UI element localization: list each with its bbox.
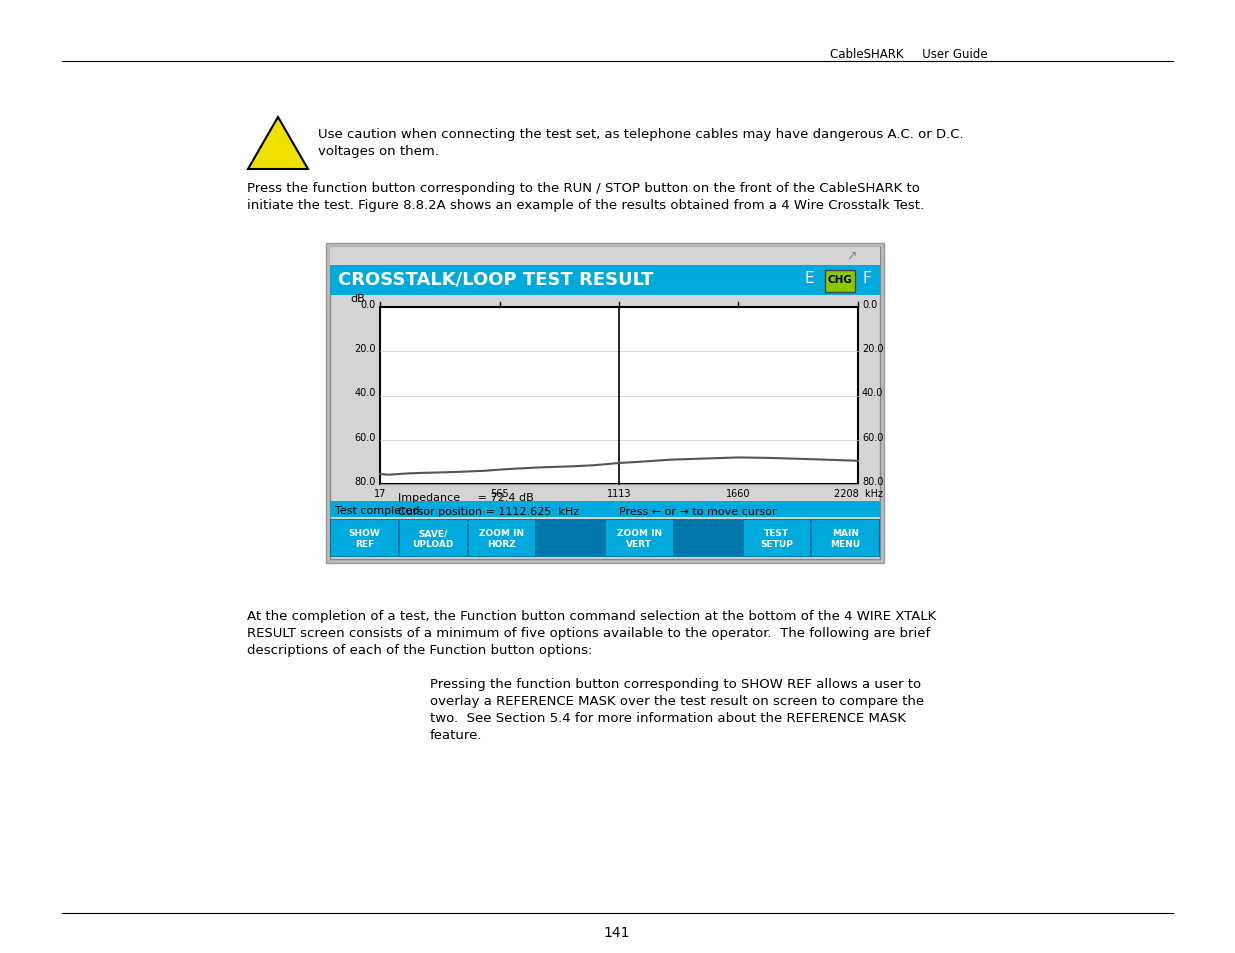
Text: initiate the test. Figure 8.8.2A shows an example of the results obtained from a: initiate the test. Figure 8.8.2A shows a… (247, 199, 924, 212)
Bar (330, 248, 881, 266)
Text: 60.0: 60.0 (862, 433, 883, 442)
Text: 17: 17 (374, 489, 387, 498)
Text: Cursor position = 1112.625  kHz: Cursor position = 1112.625 kHz (398, 506, 579, 517)
Bar (813, 520, 879, 557)
Text: CHG: CHG (827, 274, 852, 285)
Text: 141: 141 (604, 925, 630, 939)
Text: !: ! (274, 125, 283, 143)
Text: 2208  kHz: 2208 kHz (834, 489, 883, 498)
Bar (380, 308, 858, 484)
Bar (326, 244, 884, 563)
Text: 80.0: 80.0 (862, 476, 883, 486)
Text: ↗: ↗ (847, 250, 857, 263)
Text: 40.0: 40.0 (862, 388, 883, 398)
Text: 0.0: 0.0 (862, 299, 877, 310)
Text: At the completion of a test, the Function button command selection at the bottom: At the completion of a test, the Functio… (247, 609, 936, 622)
Text: dB: dB (350, 294, 364, 304)
Text: Pressing the function button corresponding to SHOW REF allows a user to: Pressing the function button correspondi… (430, 678, 921, 690)
Text: two.  See Section 5.4 for more information about the REFERENCE MASK: two. See Section 5.4 for more informatio… (430, 711, 906, 724)
Bar (330, 501, 881, 517)
Bar (468, 520, 535, 557)
Bar (400, 520, 467, 557)
Text: feature.: feature. (430, 728, 483, 741)
Text: SAVE/
UPLOAD: SAVE/ UPLOAD (412, 529, 453, 548)
Bar (330, 266, 881, 295)
Bar (331, 520, 398, 557)
Text: 80.0: 80.0 (354, 476, 375, 486)
Text: CableSHARK     User Guide: CableSHARK User Guide (830, 48, 988, 61)
Bar (743, 520, 810, 557)
Text: Impedance     = 72.4 dB: Impedance = 72.4 dB (398, 493, 534, 502)
Text: TEST
SETUP: TEST SETUP (761, 529, 793, 548)
Text: 20.0: 20.0 (862, 344, 883, 354)
Bar (606, 520, 673, 557)
Bar (330, 519, 881, 558)
Text: SHOW
REF: SHOW REF (348, 529, 380, 548)
Text: Press ← or → to move cursor: Press ← or → to move cursor (619, 506, 777, 517)
Polygon shape (248, 118, 308, 170)
Text: Test completed.: Test completed. (335, 505, 424, 516)
Text: RESULT screen consists of a minimum of five options available to the operator.  : RESULT screen consists of a minimum of f… (247, 626, 930, 639)
Text: ZOOM IN
HORZ: ZOOM IN HORZ (479, 529, 525, 548)
Text: 60.0: 60.0 (354, 433, 375, 442)
Text: Press the function button corresponding to the RUN / STOP button on the front of: Press the function button corresponding … (247, 182, 920, 194)
Text: descriptions of each of the Function button options:: descriptions of each of the Function but… (247, 643, 593, 657)
Text: ZOOM IN
VERT: ZOOM IN VERT (616, 529, 662, 548)
Text: CROSSTALK/LOOP TEST RESULT: CROSSTALK/LOOP TEST RESULT (338, 271, 653, 289)
Text: 40.0: 40.0 (354, 388, 375, 398)
Text: 565: 565 (490, 489, 509, 498)
Text: MAIN
MENU: MAIN MENU (831, 529, 861, 548)
Text: E: E (805, 271, 815, 286)
Text: 1113: 1113 (606, 489, 631, 498)
Bar (330, 248, 881, 559)
Bar (825, 271, 855, 293)
Text: overlay a REFERENCE MASK over the test result on screen to compare the: overlay a REFERENCE MASK over the test r… (430, 695, 924, 707)
Text: F: F (862, 271, 871, 286)
Text: 1660: 1660 (726, 489, 751, 498)
Text: voltages on them.: voltages on them. (317, 145, 438, 158)
Text: Use caution when connecting the test set, as telephone cables may have dangerous: Use caution when connecting the test set… (317, 128, 963, 141)
Text: 0.0: 0.0 (361, 299, 375, 310)
Text: 20.0: 20.0 (354, 344, 375, 354)
